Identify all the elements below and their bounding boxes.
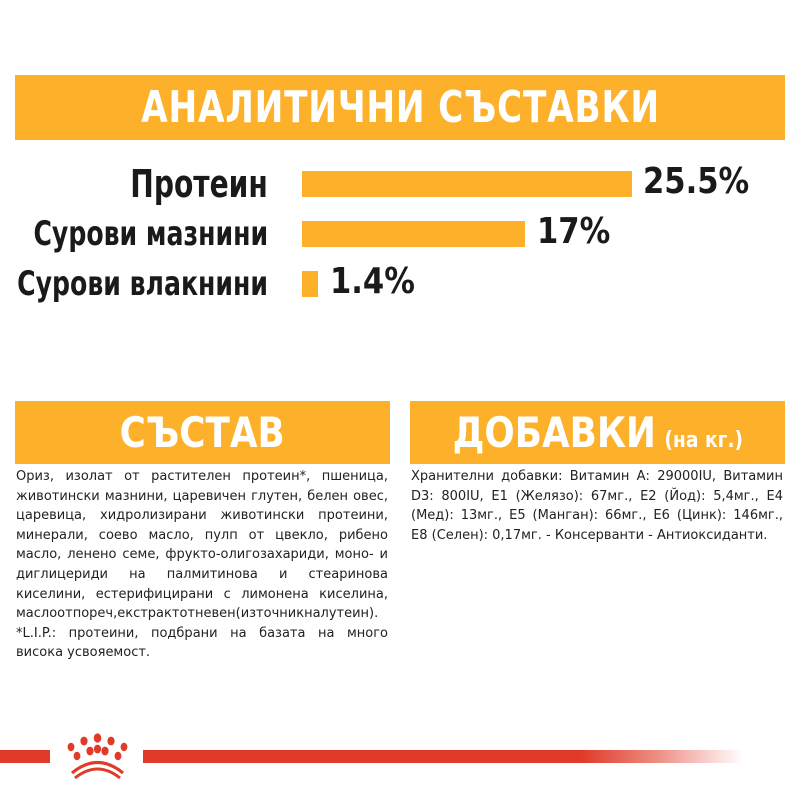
- additives-header: ДОБАВКИ (на кг.): [410, 401, 785, 464]
- additives-text: Хранителни добавки: Витамин А: 29000IU, …: [411, 469, 783, 543]
- analytics-row-fat: Сурови мазнини 17%: [0, 211, 800, 254]
- analytics-label: Протеин: [130, 162, 268, 206]
- analytics-header-banner: АНАЛИТИЧНИ СЪСТАВКИ: [15, 75, 785, 140]
- analytics-bar: [302, 171, 632, 197]
- analytics-bar: [302, 221, 525, 247]
- composition-header: СЪСТАВ: [15, 401, 390, 464]
- analytics-label: Сурови мазнини: [33, 214, 268, 254]
- analytics-row-fiber: Сурови влакнини 1.4%: [0, 261, 800, 304]
- analytics-row-protein: Протеин 25.5%: [0, 161, 800, 206]
- additives-subtitle: (на кг.): [664, 428, 743, 453]
- analytics-value: 1.4%: [330, 261, 415, 302]
- royal-crown-logo-icon: [67, 733, 128, 780]
- analytics-label: Сурови влакнини: [17, 264, 268, 304]
- analytics-value: 25.5%: [643, 161, 750, 202]
- footer-red-line-left: [0, 750, 50, 763]
- composition-text: Ориз, изолат от растителен протеин*, пше…: [16, 469, 388, 661]
- composition-title: СЪСТАВ: [119, 408, 286, 457]
- analytics-bar: [302, 271, 318, 297]
- analytics-title: АНАЛИТИЧНИ СЪСТАВКИ: [140, 82, 660, 133]
- analytics-value: 17%: [537, 211, 611, 252]
- additives-title-main: ДОБАВКИ: [452, 408, 656, 457]
- footer-red-line-right: [143, 750, 743, 763]
- additives-title: ДОБАВКИ (на кг.): [452, 408, 742, 457]
